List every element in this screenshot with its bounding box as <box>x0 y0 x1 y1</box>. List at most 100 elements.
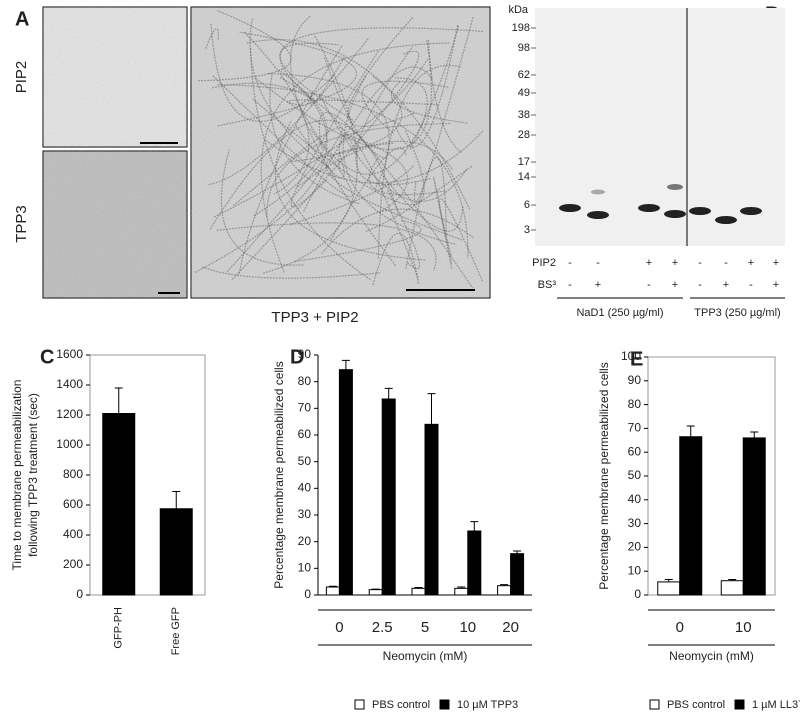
bar <box>325 586 340 596</box>
fibril <box>210 22 335 122</box>
error-bar <box>686 425 695 437</box>
fibril <box>394 77 428 150</box>
group-label: NaD1 (250 µg/ml) <box>576 307 663 319</box>
y-tick-label: 50 <box>628 468 642 482</box>
texture <box>43 7 187 147</box>
y-axis-label: Percentage membrane permeabilized cells <box>597 362 611 589</box>
error-bar <box>341 359 350 370</box>
y-tick-label: 10 <box>298 561 312 575</box>
sign: - <box>596 257 600 269</box>
fibril <box>194 69 328 273</box>
y-tick-label: 1600 <box>56 347 83 361</box>
row-label: PIP2 <box>532 257 556 269</box>
marker-label: 3 <box>524 224 530 236</box>
fibril <box>226 126 343 273</box>
fibril <box>253 76 328 217</box>
fibril <box>394 24 459 148</box>
marker-label: 28 <box>518 129 530 141</box>
gel-unit: kDa <box>508 4 528 16</box>
fibril <box>254 39 432 151</box>
y-tick-label: 0 <box>76 587 83 601</box>
gel-band <box>740 207 762 215</box>
sign: + <box>672 257 678 269</box>
fibril <box>433 176 453 269</box>
y-tick-label: 40 <box>628 492 642 506</box>
error-bar <box>457 586 466 589</box>
bar <box>102 413 136 596</box>
fibril <box>213 58 429 218</box>
marker-label: 198 <box>512 22 530 34</box>
y-tick-label: 0 <box>634 587 641 601</box>
marker-label: 98 <box>518 42 530 54</box>
sign: + <box>646 257 652 269</box>
y-tick-label: 20 <box>628 540 642 554</box>
sign: + <box>748 257 754 269</box>
gel-band <box>715 216 737 224</box>
fibril <box>198 9 292 82</box>
error-bar <box>114 387 123 414</box>
fibril <box>321 208 475 255</box>
fibril <box>200 265 380 279</box>
fibril <box>220 149 304 266</box>
fibril <box>260 42 450 273</box>
sign: - <box>698 257 702 269</box>
fibril <box>294 219 422 263</box>
fibril <box>250 48 371 281</box>
charts: C Time to membrane permeabilization follow… <box>10 346 800 711</box>
y-tick-label: 30 <box>628 516 642 530</box>
fibril <box>365 165 473 233</box>
legend-swatch <box>734 699 745 710</box>
x-tick-label: 10 <box>459 619 476 636</box>
x-axis-label: Neomycin (mM) <box>383 649 468 663</box>
sign: + <box>672 279 678 291</box>
fibril <box>323 57 388 160</box>
fibril <box>279 27 484 101</box>
legend-label: 10 µM TPP3 <box>457 699 518 711</box>
bar <box>467 530 482 596</box>
fibril <box>318 93 468 202</box>
y-tick-label: 400 <box>63 527 83 541</box>
x-tick-label: 10 <box>735 619 752 636</box>
image-label: PIP2 <box>13 61 30 94</box>
y-tick-label: 100 <box>621 349 641 363</box>
fibril <box>249 18 332 170</box>
sign: - <box>568 279 572 291</box>
y-tick-label: 60 <box>298 427 312 441</box>
fibril <box>330 147 407 241</box>
fibril <box>295 125 345 179</box>
panel-label: A <box>15 8 29 30</box>
bar <box>338 369 353 596</box>
marker-label: 62 <box>518 69 530 81</box>
fibril <box>238 44 344 274</box>
gel-band <box>638 204 660 212</box>
panel-label: C <box>40 346 54 368</box>
fibril <box>217 84 469 258</box>
bar <box>381 398 396 596</box>
fibril <box>290 50 379 208</box>
y-tick-label: 90 <box>628 373 642 387</box>
sign: - <box>724 257 728 269</box>
fibril <box>230 50 420 281</box>
fibril <box>269 73 360 205</box>
error-bar <box>427 393 436 425</box>
image-label: TPP3 + PIP2 <box>271 309 358 326</box>
sign: + <box>595 279 601 291</box>
y-tick-label: 10 <box>628 563 642 577</box>
y-tick-label: 80 <box>628 397 642 411</box>
fibril <box>381 174 464 232</box>
x-axis-label: Neomycin (mM) <box>669 649 754 663</box>
error-bar <box>384 387 393 399</box>
marker-label: 14 <box>518 171 530 183</box>
fibril <box>413 17 474 204</box>
fibril <box>347 17 415 127</box>
bar <box>424 423 439 596</box>
fibril <box>302 66 433 213</box>
legend-label: PBS control <box>667 699 725 711</box>
y-tick-label: 30 <box>298 507 312 521</box>
bar <box>510 553 525 596</box>
fibril <box>325 142 463 241</box>
fibril <box>296 140 453 188</box>
texture <box>43 151 187 298</box>
legend-swatch <box>354 699 365 710</box>
fibril <box>368 156 446 196</box>
